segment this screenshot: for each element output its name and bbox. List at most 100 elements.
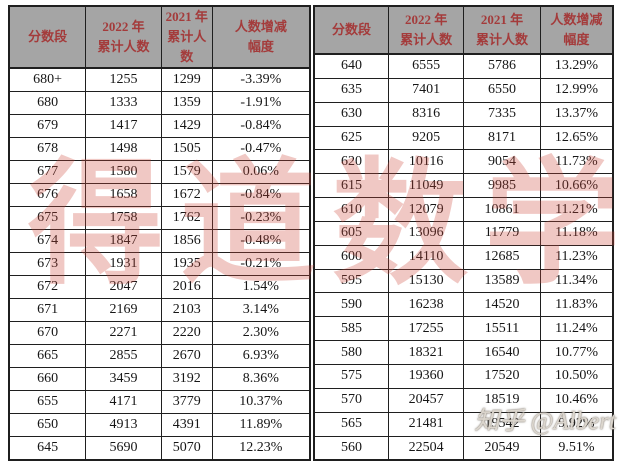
table-header-left: 分数段 2022 年累计人数 2021 年累计人数 人数增减 幅度 <box>8 5 311 70</box>
cell-2021-count: 1579 <box>160 160 213 185</box>
cell-score-segment: 570 <box>313 387 389 413</box>
table-row: 672 2047 2016 1.54% <box>8 275 311 300</box>
cell-change-rate: 6.93% <box>211 344 311 369</box>
cell-score-segment: 678 <box>8 137 87 162</box>
cell-change-rate: -0.84% <box>211 183 311 208</box>
cell-score-segment: 580 <box>313 340 389 365</box>
column-header-2021-count: 2021 年累计人数 <box>160 5 213 70</box>
cell-2021-count: 14520 <box>463 292 541 318</box>
cell-2022-count: 2271 <box>85 321 162 346</box>
cell-score-segment: 665 <box>8 344 87 369</box>
cell-score-segment: 671 <box>8 298 87 323</box>
cell-2022-count: 16238 <box>387 292 465 318</box>
table-row: 590 16238 14520 11.83% <box>313 292 614 318</box>
cell-2022-count: 4913 <box>85 413 162 438</box>
cell-change-rate: -0.47% <box>211 137 311 162</box>
column-header-change-rate: 人数增减 幅度 <box>539 5 614 55</box>
cell-change-rate: 11.18% <box>539 220 614 246</box>
cell-change-rate: 9.92% <box>539 411 614 437</box>
cell-change-rate: 2.30% <box>211 321 311 346</box>
cell-2021-count: 3192 <box>160 367 213 392</box>
cell-score-segment: 615 <box>313 173 389 199</box>
table-row: 615 11049 9985 10.66% <box>313 173 614 199</box>
cell-change-rate: 10.50% <box>539 363 614 389</box>
cell-2022-count: 8316 <box>387 101 465 127</box>
table-row: 560 22504 20549 9.51% <box>313 435 614 461</box>
cell-2022-count: 3459 <box>85 367 162 392</box>
cell-change-rate: 12.99% <box>539 77 614 103</box>
table-row: 650 4913 4391 11.89% <box>8 413 311 438</box>
cell-change-rate: -0.48% <box>211 229 311 254</box>
cell-2022-count: 13096 <box>387 220 465 246</box>
cell-change-rate: 11.34% <box>539 268 614 294</box>
cell-2022-count: 11049 <box>387 173 465 199</box>
cell-score-segment: 590 <box>313 292 389 318</box>
table-row: 680+ 1255 1299 -3.39% <box>8 67 311 93</box>
cell-2021-count: 11779 <box>463 220 541 246</box>
column-header-2022-count: 2022 年累计人数 <box>387 5 465 55</box>
cell-score-segment: 605 <box>313 220 389 246</box>
cell-2022-count: 21481 <box>387 411 465 437</box>
cell-2021-count: 15511 <box>463 316 541 342</box>
cell-2021-count: 1672 <box>160 183 213 208</box>
cell-score-segment: 680+ <box>8 67 87 93</box>
cell-2022-count: 7401 <box>387 77 465 103</box>
cell-2022-count: 20457 <box>387 387 465 413</box>
cell-score-segment: 620 <box>313 149 389 175</box>
cell-2021-count: 1505 <box>160 137 213 162</box>
table-row: 595 15130 13589 11.34% <box>313 268 614 294</box>
cell-2022-count: 1847 <box>85 229 162 254</box>
cell-2021-count: 12685 <box>463 244 541 270</box>
score-table-right: 分数段 2022 年累计人数 2021 年累计人数 人数增减 幅度 640 6555 578… <box>313 5 614 461</box>
cell-score-segment: 625 <box>313 125 389 151</box>
column-header-change-rate: 人数增减 幅度 <box>211 5 311 70</box>
table-row: 677 1580 1579 0.06% <box>8 160 311 185</box>
table-row: 678 1498 1505 -0.47% <box>8 137 311 162</box>
cell-2022-count: 12079 <box>387 197 465 222</box>
table-row: 640 6555 5786 13.29% <box>313 53 614 79</box>
table-row: 679 1417 1429 -0.84% <box>8 114 311 139</box>
table-row: 673 1931 1935 -0.21% <box>8 252 311 277</box>
cell-2022-count: 1931 <box>85 252 162 277</box>
cell-2021-count: 9054 <box>463 149 541 175</box>
column-header-score-segment: 分数段 <box>313 5 389 55</box>
score-tables-container: 分数段 2022 年累计人数 2021 年累计人数 人数增减 幅度 680+ 1255 12… <box>8 5 614 461</box>
cell-2022-count: 1498 <box>85 137 162 162</box>
cell-2022-count: 17255 <box>387 316 465 342</box>
cell-change-rate: 11.21% <box>539 197 614 222</box>
cell-2021-count: 2670 <box>160 344 213 369</box>
cell-2022-count: 1417 <box>85 114 162 139</box>
cell-2021-count: 13589 <box>463 268 541 294</box>
cell-change-rate: 3.14% <box>211 298 311 323</box>
cell-score-segment: 674 <box>8 229 87 254</box>
cell-score-segment: 640 <box>313 53 389 79</box>
cell-2021-count: 17520 <box>463 363 541 389</box>
cell-2021-count: 6550 <box>463 77 541 103</box>
cell-change-rate: 11.83% <box>539 292 614 318</box>
cell-score-segment: 660 <box>8 367 87 392</box>
cell-score-segment: 630 <box>313 101 389 127</box>
cell-2021-count: 2016 <box>160 275 213 300</box>
cell-change-rate: 0.06% <box>211 160 311 185</box>
cell-score-segment: 673 <box>8 252 87 277</box>
cell-score-segment: 565 <box>313 411 389 437</box>
cell-change-rate: 13.37% <box>539 101 614 127</box>
table-row: 620 10116 9054 11.73% <box>313 149 614 175</box>
cell-2022-count: 14110 <box>387 244 465 270</box>
cell-score-segment: 675 <box>8 206 87 231</box>
cell-2021-count: 3779 <box>160 390 213 415</box>
cell-2022-count: 18321 <box>387 340 465 365</box>
cell-2021-count: 10861 <box>463 197 541 222</box>
cell-2021-count: 20549 <box>463 435 541 461</box>
table-row: 585 17255 15511 11.24% <box>313 316 614 342</box>
cell-2021-count: 19542 <box>463 411 541 437</box>
cell-change-rate: 13.29% <box>539 53 614 79</box>
table-row: 610 12079 10861 11.21% <box>313 197 614 222</box>
cell-change-rate: -0.21% <box>211 252 311 277</box>
cell-2022-count: 1333 <box>85 91 162 116</box>
cell-2022-count: 4171 <box>85 390 162 415</box>
cell-score-segment: 585 <box>313 316 389 342</box>
cell-score-segment: 676 <box>8 183 87 208</box>
cell-2021-count: 1429 <box>160 114 213 139</box>
cell-2021-count: 8171 <box>463 125 541 151</box>
